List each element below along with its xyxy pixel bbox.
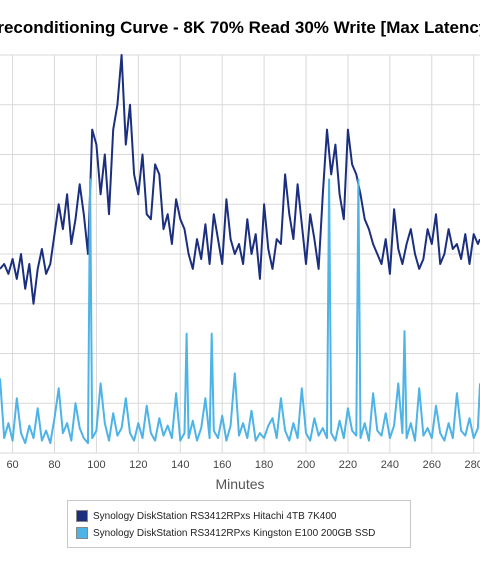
series-line-1 (0, 178, 480, 445)
chart-title: Preconditioning Curve - 8K 70% Read 30% … (0, 18, 480, 37)
series-lines (0, 54, 480, 445)
legend-item-hitachi: Synology DiskStation RS3412RPxs Hitachi … (76, 509, 336, 525)
x-axis-label: Minutes (215, 476, 265, 492)
x-tick-label: 240 (381, 459, 399, 471)
grid-lines (0, 54, 480, 454)
x-tick-label: 200 (297, 459, 315, 471)
x-tick-label: 140 (171, 459, 189, 471)
x-tick-label: 260 (423, 459, 441, 471)
x-tick-label: 160 (213, 459, 231, 471)
x-tick-label: 80 (48, 459, 60, 471)
x-tick-labels: 60 80 100 120 140 160 180 200 220 240 260 280 (6, 459, 480, 471)
legend-item-kingston: Synology DiskStation RS3412RPxs Kingston… (76, 526, 375, 542)
x-tick-label: 60 (6, 459, 18, 471)
x-tick-label: 100 (87, 459, 105, 471)
legend-swatch-kingston (76, 527, 88, 540)
legend-swatch-hitachi (76, 510, 88, 523)
x-tick-label: 220 (339, 459, 357, 471)
x-tick-label: 280 (465, 459, 480, 471)
x-tick-label: 180 (255, 459, 273, 471)
x-tick-label: 120 (129, 459, 147, 471)
legend-label-kingston: Synology DiskStation RS3412RPxs Kingston… (93, 528, 376, 539)
series-line-0 (0, 54, 480, 305)
legend-label-hitachi: Synology DiskStation RS3412RPxs Hitachi … (93, 511, 337, 522)
legend: Synology DiskStation RS3412RPxs Hitachi … (67, 500, 411, 548)
chart-title-container: Preconditioning Curve - 8K 70% Read 30% … (0, 18, 480, 46)
